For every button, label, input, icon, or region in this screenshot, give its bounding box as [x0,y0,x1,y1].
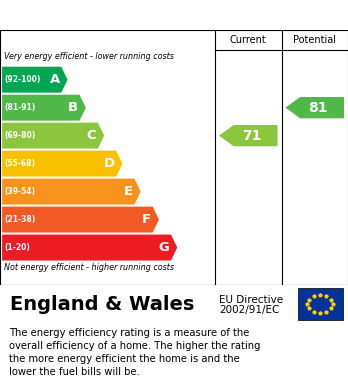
Polygon shape [2,151,122,177]
Text: D: D [104,157,115,170]
Polygon shape [2,179,141,204]
Polygon shape [285,97,344,118]
Text: F: F [142,213,151,226]
Text: (55-68): (55-68) [4,159,35,168]
Text: England & Wales: England & Wales [10,294,195,314]
Text: (81-91): (81-91) [4,103,35,112]
Text: Potential: Potential [293,35,336,45]
Text: (39-54): (39-54) [4,187,35,196]
Text: Current: Current [230,35,267,45]
Text: The energy efficiency rating is a measure of the
overall efficiency of a home. T: The energy efficiency rating is a measur… [9,328,260,377]
Text: Energy Efficiency Rating: Energy Efficiency Rating [10,6,239,24]
Text: 2002/91/EC: 2002/91/EC [219,305,279,315]
Text: C: C [87,129,96,142]
Text: A: A [50,73,60,86]
Text: 81: 81 [308,100,328,115]
Text: Very energy efficient - lower running costs: Very energy efficient - lower running co… [4,52,174,61]
Text: EU Directive: EU Directive [219,295,283,305]
Text: G: G [159,241,169,254]
Polygon shape [2,235,177,260]
FancyBboxPatch shape [298,288,343,320]
Text: (92-100): (92-100) [4,75,41,84]
Text: 71: 71 [242,129,261,143]
Polygon shape [219,125,278,146]
Polygon shape [2,95,86,121]
Polygon shape [2,123,104,149]
Text: (21-38): (21-38) [4,215,35,224]
Polygon shape [2,67,68,93]
Text: (69-80): (69-80) [4,131,35,140]
Text: (1-20): (1-20) [4,243,30,252]
Text: B: B [68,101,78,114]
Text: Not energy efficient - higher running costs: Not energy efficient - higher running co… [4,263,174,272]
Polygon shape [2,206,159,233]
Text: E: E [124,185,133,198]
